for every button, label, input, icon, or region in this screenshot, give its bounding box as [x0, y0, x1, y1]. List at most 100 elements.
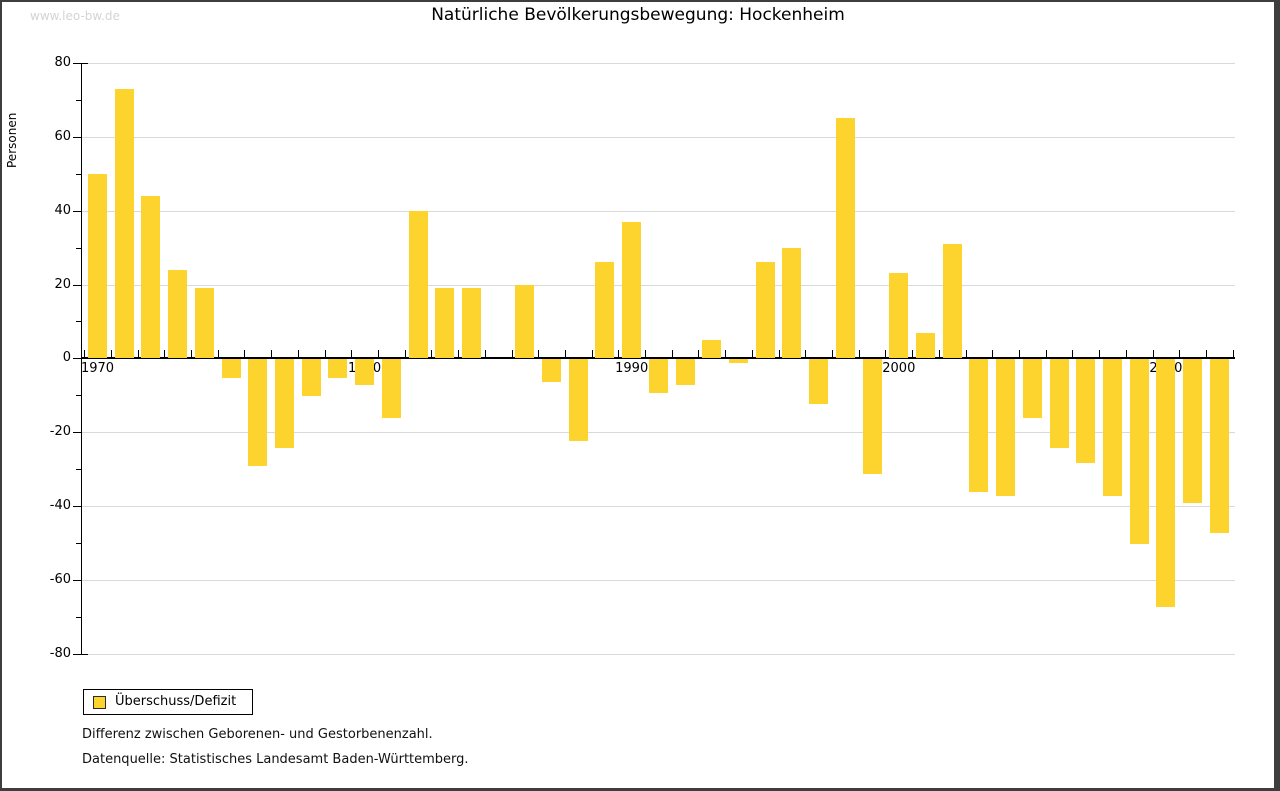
y-minor-tick-50	[76, 173, 81, 175]
bar-1989	[595, 262, 615, 359]
x-tick	[912, 350, 914, 358]
x-tick-label-1970: 1970	[80, 361, 115, 377]
bar-1973	[168, 269, 188, 359]
bar-1980	[355, 359, 375, 386]
x-tick	[137, 350, 139, 358]
gridline-80	[82, 63, 1235, 65]
bar-1990	[622, 221, 642, 359]
y-tick--40	[73, 506, 81, 508]
y-minor-tick--10	[76, 395, 81, 397]
bar-1981	[381, 359, 401, 419]
x-tick	[1125, 350, 1127, 358]
bar-1986	[515, 284, 535, 359]
bar-1976	[248, 359, 268, 467]
legend: Überschuss/Defizit	[83, 689, 253, 715]
bar-1979	[328, 359, 348, 378]
y-tick-label-60: 60	[54, 128, 71, 144]
y-axis-top-cap	[81, 63, 88, 65]
bar-1996	[782, 247, 802, 359]
y-tick-label-20: 20	[54, 276, 71, 292]
y-tick--60	[73, 579, 81, 581]
bar-1987	[542, 359, 562, 382]
x-tick	[538, 350, 540, 358]
y-tick-label-80: 80	[54, 55, 71, 71]
x-tick	[458, 350, 460, 358]
x-tick	[645, 350, 647, 358]
x-tick	[164, 350, 166, 358]
y-tick-0	[73, 358, 81, 360]
x-tick	[858, 350, 860, 358]
bar-2010	[1156, 359, 1176, 607]
y-minor-tick--30	[76, 469, 81, 471]
x-tick	[377, 350, 379, 358]
bar-1997	[809, 359, 829, 404]
footnote-definition: Differenz zwischen Geborenen- und Gestor…	[82, 727, 433, 742]
x-tick	[698, 350, 700, 358]
bar-2003	[969, 359, 989, 493]
x-tick	[591, 350, 593, 358]
x-tick-label-1990: 1990	[615, 361, 649, 377]
x-tick	[190, 350, 192, 358]
x-tick	[805, 350, 807, 358]
x-tick	[671, 350, 673, 358]
bar-1971	[114, 88, 134, 359]
y-tick-label--40: -40	[49, 498, 71, 514]
bar-1982	[408, 210, 428, 359]
x-tick	[965, 350, 967, 358]
footnote-source: Datenquelle: Statistisches Landesamt Bad…	[82, 752, 469, 767]
legend-swatch	[93, 696, 106, 709]
bar-2002	[942, 243, 962, 359]
y-tick-60	[73, 136, 81, 138]
bar-1998	[835, 118, 855, 359]
bar-1978	[301, 359, 321, 397]
chart-title: Natürliche Bevölkerungsbewegung: Hockenh…	[431, 5, 845, 25]
bar-1977	[274, 359, 294, 448]
bar-1993	[702, 339, 722, 359]
x-tick	[271, 350, 273, 358]
x-tick	[564, 350, 566, 358]
y-minor-tick-10	[76, 321, 81, 323]
bar-2005	[1022, 359, 1042, 419]
x-tick	[725, 350, 727, 358]
x-tick	[404, 350, 406, 358]
y-tick-80	[73, 63, 81, 65]
x-tick	[84, 350, 86, 358]
bar-1991	[648, 359, 668, 393]
y-tick-label--20: -20	[49, 424, 71, 440]
x-tick	[244, 350, 246, 358]
y-minor-tick--50	[76, 543, 81, 544]
y-minor-tick-30	[76, 247, 81, 249]
bar-1984	[461, 288, 481, 359]
bar-1999	[862, 359, 882, 474]
bar-2009	[1129, 359, 1149, 544]
bar-1972	[141, 195, 161, 359]
x-tick	[992, 350, 994, 358]
bar-2000	[889, 273, 909, 359]
bar-1992	[675, 359, 695, 386]
x-tick	[1099, 350, 1101, 358]
gridline-20	[82, 284, 1235, 286]
y-minor-tick-70	[76, 99, 81, 101]
bar-1975	[221, 359, 241, 378]
y-tick--20	[73, 432, 81, 434]
x-tick	[484, 350, 486, 358]
bar-2001	[916, 332, 935, 359]
bar-1988	[568, 359, 588, 441]
x-tick	[511, 350, 513, 358]
x-tick	[885, 350, 887, 358]
x-tick	[1045, 350, 1047, 358]
y-tick-label--60: -60	[49, 571, 71, 587]
x-tick	[1232, 350, 1234, 358]
gridline--80	[82, 653, 1235, 655]
gridline--20	[82, 432, 1235, 434]
x-tick	[778, 350, 780, 358]
x-tick	[217, 350, 219, 358]
x-tick	[618, 350, 620, 358]
y-tick-label-40: 40	[54, 202, 71, 218]
bar-2011	[1183, 359, 1203, 504]
legend-label: Überschuss/Defizit	[115, 694, 237, 709]
x-tick	[1018, 350, 1020, 358]
bar-2008	[1102, 359, 1122, 496]
bar-1970	[88, 173, 107, 359]
x-tick	[1072, 350, 1074, 358]
